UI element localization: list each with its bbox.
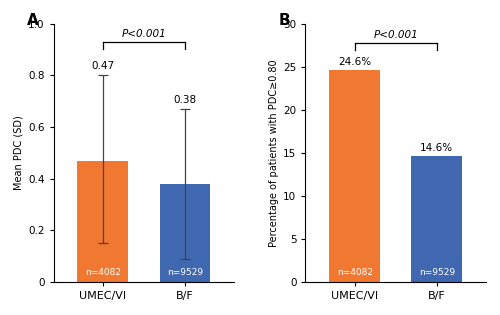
Text: P<0.001: P<0.001 xyxy=(374,30,418,40)
Text: 0.38: 0.38 xyxy=(174,95,197,105)
Text: 24.6%: 24.6% xyxy=(338,57,372,67)
Y-axis label: Mean PDC (SD): Mean PDC (SD) xyxy=(14,116,24,190)
Text: A: A xyxy=(26,13,38,28)
Text: B: B xyxy=(278,13,290,28)
Text: n=4082: n=4082 xyxy=(336,268,372,277)
Text: 14.6%: 14.6% xyxy=(420,143,454,153)
Text: n=4082: n=4082 xyxy=(85,268,121,277)
Bar xyxy=(78,161,128,282)
Y-axis label: Percentage of patients with PDC≥0.80: Percentage of patients with PDC≥0.80 xyxy=(269,59,279,247)
Bar xyxy=(329,70,380,282)
Text: 0.47: 0.47 xyxy=(92,61,114,72)
Bar xyxy=(412,156,463,282)
Text: n=9529: n=9529 xyxy=(167,268,203,277)
Text: n=9529: n=9529 xyxy=(419,268,455,277)
Bar xyxy=(160,184,210,282)
Text: P<0.001: P<0.001 xyxy=(122,29,166,39)
